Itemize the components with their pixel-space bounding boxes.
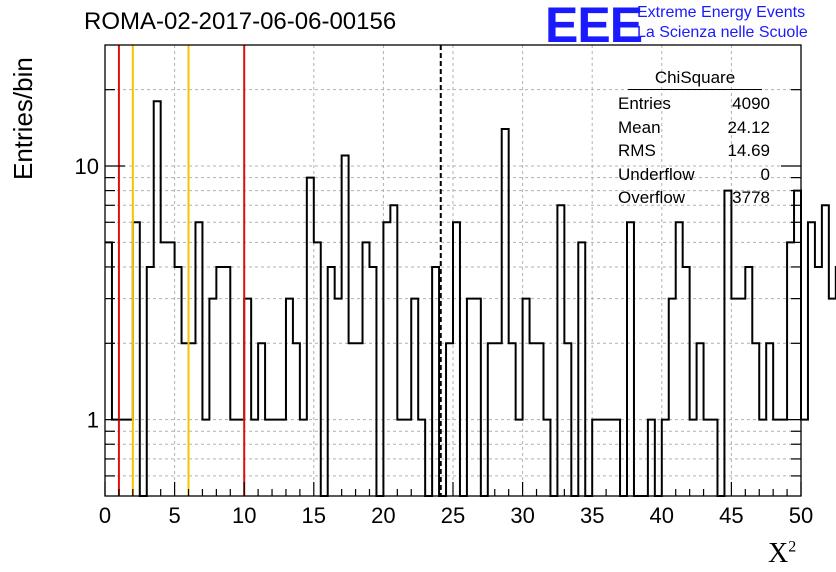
x-tick-label: 50 [789,503,813,528]
y-axis-label: Entries/bin [8,57,38,180]
logo-line-2: La Scienza nelle Scuole [637,24,808,41]
reference-lines [117,45,442,496]
x-axis-label-sup: 2 [788,538,797,556]
stats-row: Overflow 3778 [612,186,778,210]
stats-value: 0 [760,164,770,184]
stats-value: 24.12 [727,117,770,137]
stats-box: ChiSquare Entries 4090 Mean 24.12 RMS 14.69… [612,68,778,210]
y-tick-label: 10 [75,154,99,179]
chart-title: ROMA-02-2017-06-06-00156 [84,8,397,35]
x-tick-label: 35 [580,503,604,528]
x-tick-label: 25 [441,503,465,528]
x-tick-label: 20 [371,503,395,528]
stats-row: RMS 14.69 [612,139,778,163]
eee-logo-mark: EEE [545,0,643,53]
stats-label: Underflow [618,164,695,184]
axis-ticks [104,89,802,496]
stats-label: Overflow [618,188,686,207]
stats-row: Entries 4090 [612,92,778,116]
y-tick-label: 1 [87,408,99,433]
stats-title: ChiSquare [628,68,762,90]
x-tick-label: 5 [168,503,180,528]
x-axis-label-base: X [768,538,789,569]
stats-row: Mean 24.12 [612,116,778,140]
x-tick-label: 10 [232,503,256,528]
stats-label: Mean [618,117,661,137]
x-axis-label: X2 [768,538,796,570]
logo-line-1: Extreme Energy Events [637,4,806,21]
x-tick-label: 40 [650,503,674,528]
stats-value: 14.69 [727,141,770,160]
axis-tick-labels: 0 5 10 15 20 25 30 35 40 45 50 1 10 [75,154,814,528]
x-tick-label: 0 [99,503,111,528]
histogram-line [105,100,836,497]
x-tick-label: 45 [719,503,743,528]
histogram-series [105,100,836,497]
stats-value: 4090 [732,94,770,113]
stats-row: Underflow 0 [612,163,778,187]
x-tick-label: 15 [302,503,326,528]
x-tick-label: 30 [510,503,534,528]
stats-label: RMS [618,141,656,160]
stats-value: 3778 [732,188,770,207]
stats-label: Entries [618,94,671,113]
